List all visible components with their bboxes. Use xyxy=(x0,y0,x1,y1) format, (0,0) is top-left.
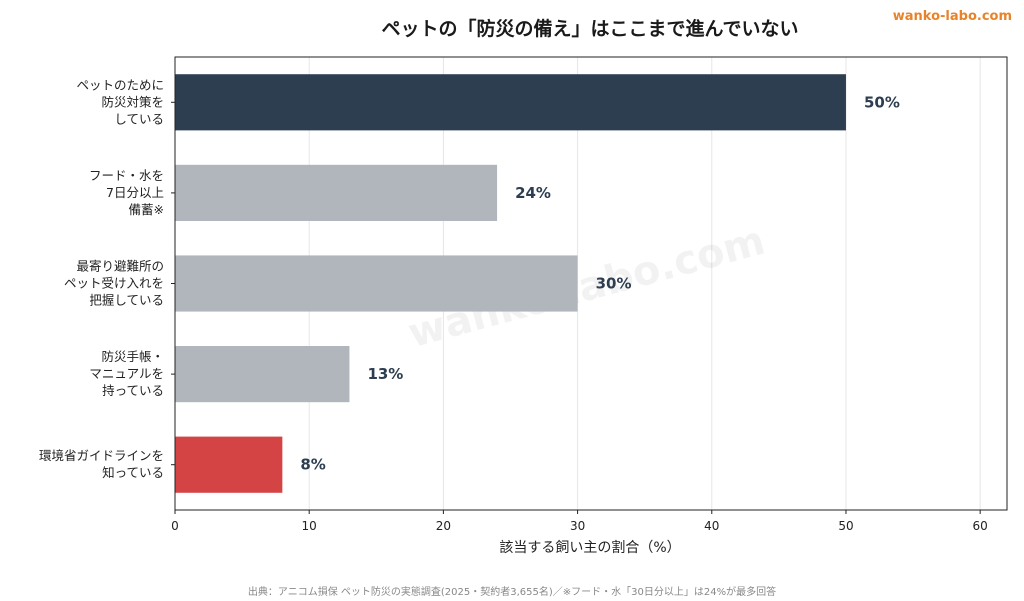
x-tick-label: 50 xyxy=(838,519,853,533)
category-label: 持っている xyxy=(102,383,164,398)
data-label: 30% xyxy=(596,275,632,293)
category-label: マニュアルを xyxy=(89,366,164,381)
data-label: 8% xyxy=(300,456,325,474)
category-label: ペット受け入れを xyxy=(64,276,164,291)
x-axis: 0 10 20 30 40 50 60 xyxy=(171,510,988,533)
category-label: フード・水を xyxy=(89,168,164,183)
category-label: 防災手帳・ xyxy=(101,349,164,364)
category-label: 最寄り避難所の xyxy=(76,259,164,274)
bar xyxy=(175,255,578,312)
x-tick-label: 30 xyxy=(570,519,585,533)
x-tick-label: 0 xyxy=(171,519,179,533)
data-label: 50% xyxy=(864,93,900,111)
data-label: 13% xyxy=(367,365,403,383)
bar xyxy=(175,164,498,221)
x-tick-label: 10 xyxy=(302,519,317,533)
category-label: している xyxy=(114,111,164,126)
x-axis-label: 該当する飼い主の割合（%） xyxy=(499,539,680,556)
category-label: 備蓄※ xyxy=(129,202,164,217)
category-label: 把握している xyxy=(89,293,164,308)
category-label: 7日分以上 xyxy=(106,185,164,200)
source-note: 出典：アニコム損保 ペット防災の実態調査(2025・契約者3,655名)／※フー… xyxy=(248,585,776,598)
category-label: 防災対策を xyxy=(101,94,164,109)
bar xyxy=(175,74,846,131)
bars-group: 50% 24% 30% 13% 8% xyxy=(175,74,900,493)
x-tick-label: 20 xyxy=(436,519,451,533)
x-tick-label: 40 xyxy=(704,519,719,533)
bar xyxy=(175,346,350,403)
category-label: 環境省ガイドラインを xyxy=(39,448,164,463)
category-label: 知っている xyxy=(102,465,164,480)
brand-label: wanko-labo.com xyxy=(893,9,1012,24)
bar xyxy=(175,436,283,493)
x-tick-label: 60 xyxy=(973,519,988,533)
data-label: 24% xyxy=(515,184,551,202)
chart-title: ペットの「防災の備え」はここまで進んでいない xyxy=(381,17,798,40)
category-label: ペットのために xyxy=(76,77,164,92)
